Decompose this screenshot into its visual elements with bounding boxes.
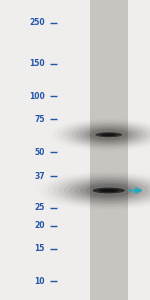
Bar (90, 0, 128, 300)
Ellipse shape (93, 188, 125, 194)
Text: 10: 10 (34, 277, 45, 286)
Text: 25: 25 (35, 203, 45, 212)
Ellipse shape (75, 181, 143, 200)
Ellipse shape (80, 183, 138, 198)
Ellipse shape (76, 126, 142, 144)
Text: 50: 50 (35, 148, 45, 157)
Ellipse shape (71, 124, 146, 145)
Ellipse shape (64, 178, 150, 202)
Ellipse shape (85, 128, 133, 141)
Ellipse shape (89, 129, 128, 140)
Text: 250: 250 (29, 18, 45, 27)
Text: 150: 150 (29, 59, 45, 68)
Ellipse shape (99, 189, 119, 192)
Text: 100: 100 (29, 92, 45, 101)
Ellipse shape (58, 177, 150, 204)
Text: 15: 15 (35, 244, 45, 253)
Ellipse shape (85, 184, 132, 197)
Ellipse shape (69, 180, 148, 201)
Text: 75: 75 (34, 115, 45, 124)
Ellipse shape (80, 127, 137, 143)
Text: 20: 20 (34, 221, 45, 230)
Ellipse shape (100, 134, 117, 136)
Ellipse shape (95, 132, 122, 137)
Text: 37: 37 (34, 172, 45, 181)
